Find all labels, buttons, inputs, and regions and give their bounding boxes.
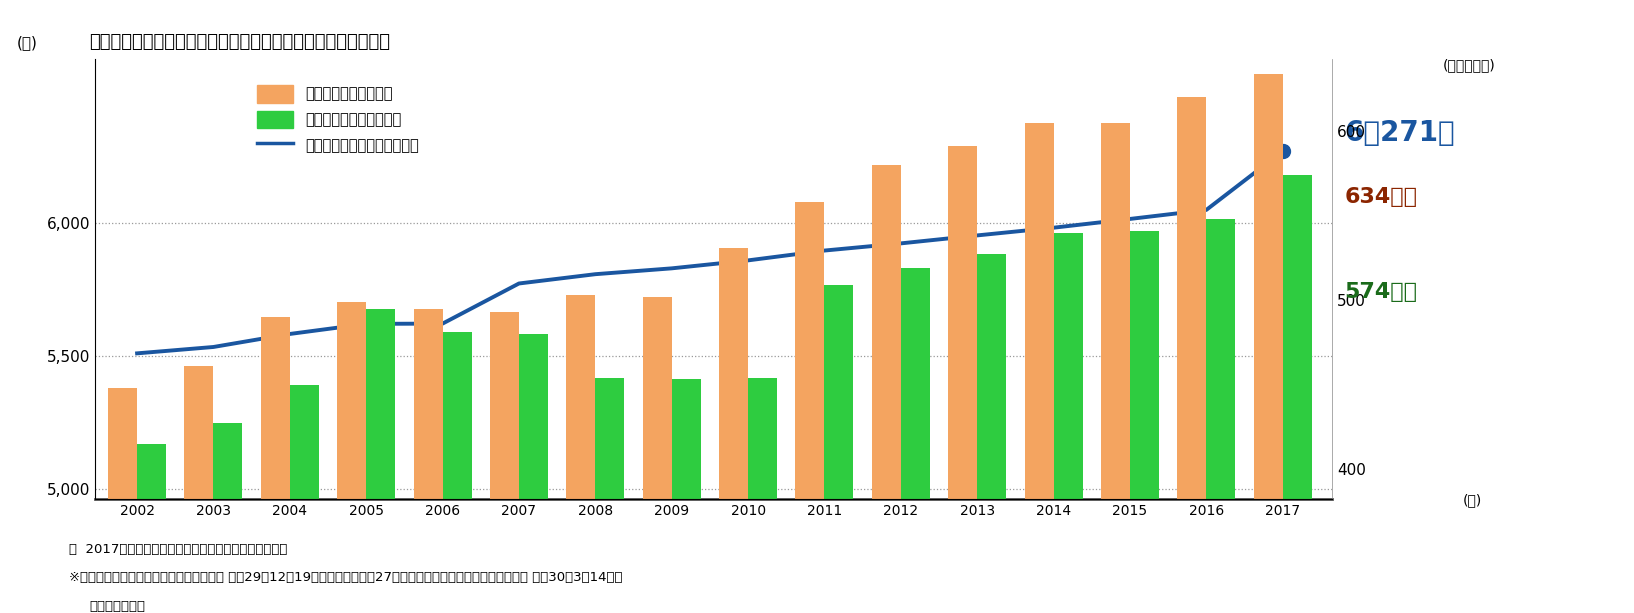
救急自動車配備台数（左軸） (662, 265, 681, 272)
救急自動車配備台数（左軸） (510, 280, 529, 287)
Bar (642, 297, 672, 613)
Bar (825, 285, 853, 613)
Bar (719, 248, 748, 613)
救急自動車配備台数（左軸） (127, 349, 147, 357)
Bar (413, 308, 443, 613)
救急自動車配備台数（左軸） (279, 330, 299, 338)
Bar (1025, 123, 1054, 613)
Bar (977, 254, 1007, 613)
Bar (1101, 123, 1131, 613)
救急自動車配備台数（左軸） (433, 320, 453, 327)
Bar (567, 295, 595, 613)
Bar (520, 334, 547, 613)
救急自動車配備台数（左軸） (1044, 224, 1064, 231)
Bar (1206, 219, 1235, 613)
Bar (137, 444, 167, 613)
Bar (1054, 232, 1083, 613)
救急自動車配備台数（左軸） (967, 232, 987, 239)
Text: 6，271台: 6，271台 (1345, 120, 1456, 148)
Line: 救急自動車配備台数（左軸）: 救急自動車配備台数（左軸） (137, 151, 1283, 353)
Text: (万件、万人): (万件、万人) (1443, 58, 1495, 72)
救急自動車配備台数（左軸） (356, 320, 376, 327)
Bar (1253, 74, 1283, 613)
Legend: 救急出動件数（右軸）, 救急搜送人員数（右軸）, 救急自動車配備台数（左軸）: 救急出動件数（右軸）, 救急搜送人員数（右軸）, 救急自動車配備台数（左軸） (252, 79, 425, 160)
Text: ※「救急・救助の現況」（総務省消防庁， 平成29年12月19日）および「平成27年の救急出動件数等（速報）」（同， 平成30年3月14日）: ※「救急・救助の現況」（総務省消防庁， 平成29年12月19日）および「平成27… (69, 571, 623, 584)
Bar (261, 317, 289, 613)
Bar (900, 268, 930, 613)
Bar (108, 388, 137, 613)
Text: 634万件: 634万件 (1345, 188, 1418, 207)
救急自動車配備台数（左軸） (585, 270, 605, 278)
Text: ＊  2017年の救急出動件数、救急搜送人員数は、速報値: ＊ 2017年の救急出動件数、救急搜送人員数は、速報値 (69, 543, 288, 555)
救急自動車配備台数（左軸） (1121, 215, 1141, 223)
Bar (873, 165, 900, 613)
Bar (672, 379, 701, 613)
Bar (1283, 175, 1312, 613)
Bar (185, 366, 214, 613)
Text: 図表１．　救急自動車の配備、救急出動、救急搜送人員の推移: 図表１． 救急自動車の配備、救急出動、救急搜送人員の推移 (88, 33, 391, 51)
救急自動車配備台数（左軸） (815, 247, 835, 254)
Bar (595, 378, 624, 613)
Bar (796, 202, 825, 613)
救急自動車配備台数（左軸） (739, 257, 758, 264)
Text: (年): (年) (1462, 493, 1482, 508)
Bar (490, 312, 520, 613)
Bar (366, 308, 395, 613)
救急自動車配備台数（左軸） (204, 343, 224, 351)
Bar (1176, 97, 1206, 613)
Bar (337, 302, 366, 613)
救急自動車配備台数（左軸） (891, 240, 910, 247)
Y-axis label: (台): (台) (16, 35, 38, 50)
救急自動車配備台数（左軸） (1196, 206, 1216, 213)
Text: 574万人: 574万人 (1345, 282, 1418, 302)
救急自動車配備台数（左軸） (1273, 148, 1292, 155)
Bar (748, 378, 778, 613)
Bar (214, 424, 242, 613)
Bar (289, 384, 319, 613)
Bar (443, 332, 472, 613)
Bar (948, 147, 977, 613)
Text: より、筆者作成: より、筆者作成 (90, 600, 145, 612)
Bar (1131, 231, 1159, 613)
